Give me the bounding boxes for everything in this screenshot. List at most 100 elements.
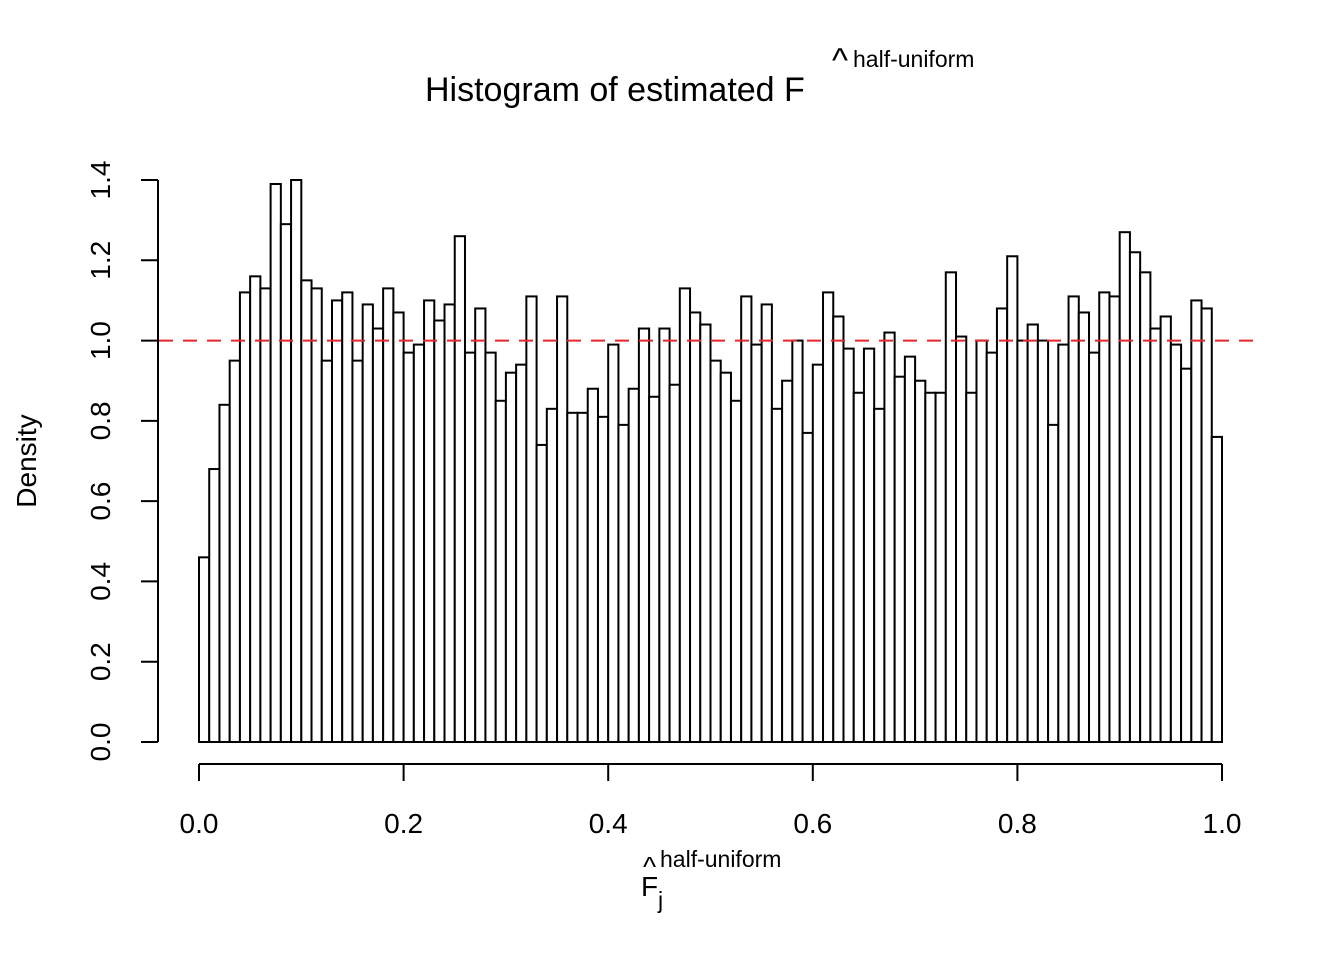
- histogram-bar: [750, 343, 763, 743]
- x-tick-label: 0.6: [793, 808, 832, 839]
- y-tick-label: 0.4: [85, 562, 116, 601]
- histogram-bar: [392, 311, 405, 743]
- x-axis-label-subscript: j: [657, 887, 663, 913]
- x-axis-label-hat: ^: [643, 851, 656, 882]
- histogram-bar: [1118, 231, 1131, 744]
- histogram-bar: [719, 371, 732, 743]
- x-axis-label-superscript: half-uniform: [660, 846, 781, 872]
- histogram-bar: [228, 359, 241, 743]
- histogram-bar: [1190, 299, 1203, 743]
- histogram-bar: [852, 391, 865, 743]
- histogram-bar: [955, 335, 968, 743]
- histogram-bar: [351, 359, 364, 743]
- histogram-bar: [504, 371, 518, 743]
- histogram-bar: [668, 383, 681, 743]
- chart-title-hat: ^: [832, 42, 848, 80]
- histogram-bar: [801, 431, 814, 743]
- y-tick-label: 0.2: [85, 642, 116, 681]
- histogram-bar: [535, 443, 548, 743]
- histogram-bar: [914, 379, 927, 743]
- histogram-bar: [586, 387, 599, 743]
- histogram-bar: [924, 391, 937, 743]
- histogram-bar: [1026, 323, 1039, 743]
- histogram-bar: [770, 407, 784, 743]
- histogram-bar: [290, 179, 303, 743]
- histogram-bar: [1006, 255, 1019, 743]
- histogram-bar: [596, 415, 610, 743]
- x-axis-label: F ^ half-uniform j: [641, 846, 781, 913]
- histogram-bar: [873, 407, 886, 743]
- y-tick-label: 0.8: [85, 401, 116, 440]
- histogram-bar: [300, 279, 313, 743]
- histogram-bar: [1139, 271, 1152, 743]
- histogram-bar: [556, 295, 569, 743]
- chart-title: Histogram of estimated F ^ half-uniform: [425, 42, 974, 109]
- x-tick-label: 0.4: [589, 808, 628, 839]
- histogram-bar: [832, 315, 845, 743]
- chart-title-main: Histogram of estimated F: [425, 71, 805, 109]
- x-tick-label: 0.8: [998, 808, 1037, 839]
- chart-title-superscript: half-uniform: [853, 46, 974, 72]
- histogram-bar: [729, 399, 743, 743]
- x-tick-label: 1.0: [1203, 808, 1242, 839]
- histogram-bar: [525, 295, 538, 743]
- y-tick-label: 1.4: [85, 161, 116, 200]
- x-tick-label: 0.2: [384, 808, 423, 839]
- histogram-bar: [412, 343, 426, 743]
- x-axis-label-main: F: [641, 871, 658, 902]
- histogram-bar: [259, 287, 272, 743]
- histogram-bar: [648, 395, 661, 743]
- histogram-bar: [607, 343, 620, 743]
- histogram-bar: [330, 299, 344, 743]
- histogram-bar: [1159, 315, 1172, 743]
- histogram-bar: [279, 223, 293, 743]
- histogram-bar: [903, 355, 917, 743]
- histogram-bar: [566, 411, 579, 743]
- histogram-bar: [1200, 307, 1213, 743]
- histogram-bar: [341, 291, 354, 743]
- x-tick-label: 0.0: [180, 808, 219, 839]
- histogram-bar: [1128, 251, 1142, 743]
- y-tick-label: 1.0: [85, 321, 116, 360]
- histogram-bar: [689, 311, 702, 743]
- y-axis-label: Density: [11, 414, 42, 507]
- histogram-bar: [474, 307, 487, 743]
- histogram-bar: [433, 319, 446, 743]
- histogram-bar: [320, 359, 333, 743]
- histogram-bar: [1180, 367, 1193, 743]
- histogram-bar: [1088, 351, 1101, 743]
- histogram-bar: [678, 287, 692, 743]
- histogram-bar: [371, 327, 385, 743]
- histogram-bar: [1067, 295, 1080, 743]
- histogram-bar: [699, 323, 712, 743]
- histogram-bar: [975, 339, 988, 743]
- histogram-bar: [1149, 327, 1162, 743]
- histogram-bar: [208, 468, 221, 743]
- histogram-bar: [1098, 291, 1111, 743]
- histogram-bar: [1210, 435, 1224, 743]
- histogram-bar: [893, 375, 906, 743]
- histogram-bar: [382, 287, 395, 743]
- histogram-bar: [627, 387, 640, 743]
- histogram-bar: [545, 407, 559, 743]
- histogram-bar: [944, 271, 958, 743]
- histogram-bar: [1169, 343, 1183, 743]
- histogram-bar: [842, 347, 855, 743]
- histogram-bar: [709, 359, 722, 743]
- histogram-bar: [310, 287, 323, 743]
- histogram-bar: [515, 363, 528, 743]
- y-axis: 0.0 0.2 0.4 0.6 0.8 1.0 1.2 1.4: [85, 161, 159, 762]
- histogram-bar: [443, 303, 456, 743]
- histogram-bar: [1036, 339, 1050, 743]
- histogram-bar: [1047, 423, 1060, 743]
- histogram-bar: [361, 303, 374, 743]
- histogram-bar: [811, 363, 825, 743]
- histogram-bar: [781, 379, 794, 743]
- histogram-bar: [822, 291, 835, 743]
- histogram-bar: [791, 339, 804, 743]
- histogram-bar: [576, 411, 589, 743]
- histogram-bar: [484, 351, 497, 743]
- y-tick-label: 1.2: [85, 241, 116, 280]
- histogram-bar: [883, 331, 896, 743]
- y-tick-label: 0.0: [85, 723, 116, 762]
